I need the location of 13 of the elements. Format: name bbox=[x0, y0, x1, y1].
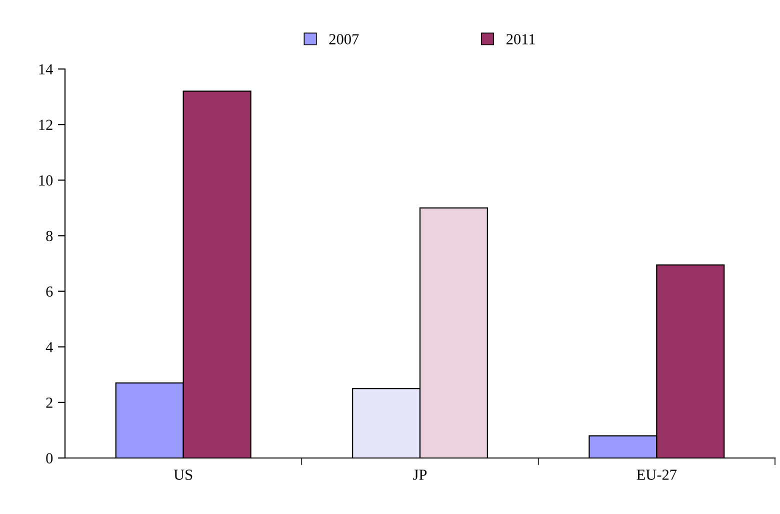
legend-label: 2007 bbox=[329, 34, 359, 44]
y-tick-label: 0 bbox=[46, 453, 53, 464]
y-tick-label: 8 bbox=[46, 230, 53, 242]
y-tick-label: 10 bbox=[39, 175, 53, 186]
x-tick-label: EU-27 bbox=[636, 470, 677, 480]
y-tick-label: 6 bbox=[46, 286, 53, 297]
y-tick-label: 2 bbox=[46, 398, 52, 408]
y-tick-label: 14 bbox=[39, 64, 53, 74]
legend-label: 2011 bbox=[506, 34, 535, 44]
y-tick-label: 4 bbox=[46, 342, 53, 352]
x-tick-label: US bbox=[174, 470, 192, 480]
y-tick-label: 12 bbox=[39, 120, 52, 130]
x-tick-label: JP bbox=[413, 470, 427, 480]
